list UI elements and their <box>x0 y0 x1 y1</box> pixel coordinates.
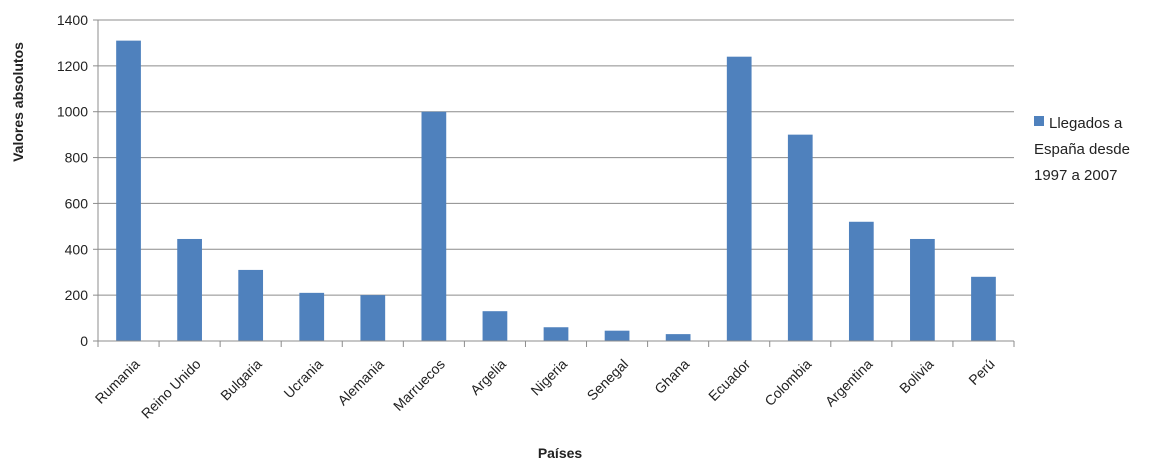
bar <box>299 292 325 341</box>
legend: Llegados a España desde 1997 a 2007 <box>1034 115 1130 184</box>
legend-label-line: España desde <box>1034 141 1130 158</box>
x-tick-label: Colombia <box>761 356 814 409</box>
x-tick-label: Ghana <box>651 356 692 397</box>
x-tick-label: Ecuador <box>705 356 753 404</box>
x-tick-label: Bolivia <box>896 356 937 397</box>
bar <box>848 221 874 341</box>
y-tick-label: 1000 <box>57 104 88 120</box>
legend-label: Llegados a España desde 1997 a 2007 <box>1034 115 1130 184</box>
bar <box>787 134 813 341</box>
x-tick-label: Argentina <box>822 356 876 410</box>
x-tick-label: Bulgaria <box>217 356 265 404</box>
x-tick-label: Ucrania <box>280 356 326 402</box>
legend-label-line: Llegados a <box>1049 115 1123 132</box>
y-tick-label: 0 <box>80 333 88 349</box>
gridlines <box>98 19 1014 296</box>
y-tick-labels: 0 200 400 600 800 1000 1200 1400 <box>57 12 88 349</box>
y-axis-title: Valores absolutos <box>10 42 26 162</box>
bar <box>116 40 141 342</box>
y-tick-label: 1200 <box>57 58 88 74</box>
x-axis-title: Países <box>538 445 583 461</box>
x-tick-label: Senegal <box>584 356 632 404</box>
bars <box>116 40 996 342</box>
x-tick-label: Argelia <box>467 356 509 398</box>
y-tick-label: 400 <box>65 241 89 257</box>
x-tick-label: Perú <box>965 356 997 388</box>
x-tick-label: Alemania <box>334 356 387 409</box>
axes <box>93 19 1015 347</box>
y-tick-label: 800 <box>65 150 89 166</box>
bar <box>238 269 264 341</box>
x-tick-label: Rumania <box>92 356 143 407</box>
y-tick-label: 600 <box>65 195 89 211</box>
x-tick-label: Marruecos <box>390 356 448 414</box>
bar <box>665 334 691 341</box>
y-tick-label: 1400 <box>57 12 88 28</box>
legend-label-line: 1997 a 2007 <box>1034 167 1117 184</box>
bar <box>421 111 447 341</box>
bar <box>360 295 386 341</box>
x-tick-label: Reino Unido <box>138 356 204 422</box>
x-tick-label: Nigeria <box>527 356 570 399</box>
legend-swatch <box>1034 116 1044 126</box>
bar <box>910 238 935 341</box>
bar <box>726 56 752 341</box>
bar <box>543 327 569 341</box>
bar <box>604 330 630 341</box>
bar <box>177 238 202 341</box>
bar <box>482 311 508 341</box>
bar <box>971 276 996 341</box>
y-tick-label: 200 <box>65 287 89 303</box>
